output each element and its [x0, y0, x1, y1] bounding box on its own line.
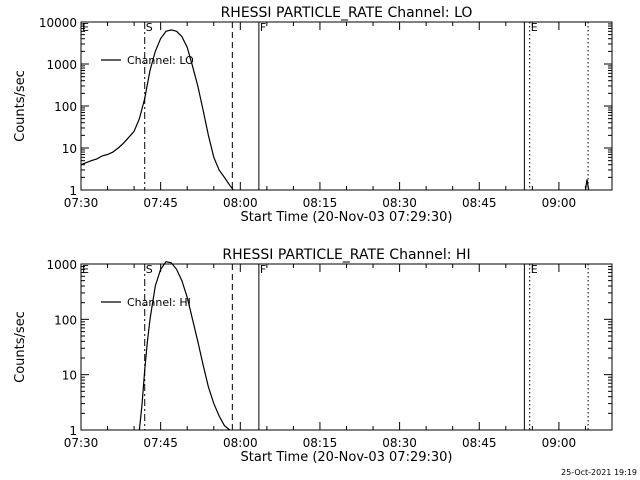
- hi-x-tick-label: 08:45: [462, 436, 497, 450]
- lo-marker-label-s: S: [146, 21, 153, 34]
- lo-x-tick-label: 09:00: [542, 196, 577, 210]
- lo-y-tick-label: 10: [62, 142, 77, 156]
- hi-plot-frame: [80, 263, 613, 431]
- lo-series-line-0: [80, 29, 234, 191]
- lo-x-tick-label: 08:45: [462, 196, 497, 210]
- hi-x-tick-label: 08:00: [223, 436, 258, 450]
- hi-y-axis-label: Counts/sec: [13, 311, 28, 383]
- lo-y-tick-label: 100: [54, 100, 77, 114]
- hi-x-tick-label: 09:00: [542, 436, 577, 450]
- hi-channel-panel: RHESSI PARTICLE_RATE Channel: HI 07:30 07:…: [13, 247, 613, 465]
- lo-x-tick-label: 08:30: [382, 196, 417, 210]
- hi-x-tick-label: 07:30: [64, 436, 99, 450]
- hi-y-tick-label: 1000: [46, 258, 77, 272]
- footer-timestamp: 25-Oct-2021 19:19: [561, 468, 637, 477]
- lo-y-axis-label: Counts/sec: [13, 70, 28, 142]
- lo-plot-frame: [80, 21, 613, 191]
- hi-y-tick-label: 10: [62, 369, 77, 383]
- lo-x-tick-label: 07:45: [143, 196, 178, 210]
- lo-y-tick-label: 1: [69, 184, 77, 198]
- lo-x-tick-label: 08:15: [303, 196, 338, 210]
- hi-marker-label-f: F: [260, 263, 266, 276]
- hi-y-tick-label: 100: [54, 313, 77, 327]
- lo-x-axis-label: Start Time (20-Nov-03 07:29:30): [241, 210, 453, 225]
- hi-x-tick-label: 08:30: [382, 436, 417, 450]
- lo-marker-label-f: F: [260, 21, 266, 34]
- hi-legend-label: Channel: HI: [127, 296, 191, 309]
- hi-series-line-0: [138, 261, 231, 431]
- hi-marker-label-e: E: [82, 263, 89, 276]
- lo-marker-label-e: E: [82, 21, 89, 34]
- hi-y-tick-label: 1: [69, 424, 77, 438]
- lo-channel-panel: RHESSI PARTICLE_RATE Channel: LO 07:30 07:…: [13, 5, 613, 225]
- lo-legend-label: Channel: LO: [127, 54, 194, 67]
- hi-marker-label-e: E: [531, 263, 538, 276]
- lo-x-tick-label: 08:00: [223, 196, 258, 210]
- lo-x-tick-label: 07:30: [64, 196, 99, 210]
- lo-marker-label-e: E: [531, 21, 538, 34]
- lo-y-tick-label: 10000: [39, 16, 77, 30]
- lo-series-line-1: [584, 179, 590, 191]
- hi-marker-label-s: S: [146, 263, 153, 276]
- lo-chart-title: RHESSI PARTICLE_RATE Channel: LO: [221, 5, 473, 21]
- hi-x-tick-label: 08:15: [303, 436, 338, 450]
- hi-chart-title: RHESSI PARTICLE_RATE Channel: HI: [222, 247, 470, 263]
- hi-x-axis-label: Start Time (20-Nov-03 07:29:30): [241, 450, 453, 465]
- lo-y-tick-label: 1000: [46, 58, 77, 72]
- hi-x-tick-label: 07:45: [143, 436, 178, 450]
